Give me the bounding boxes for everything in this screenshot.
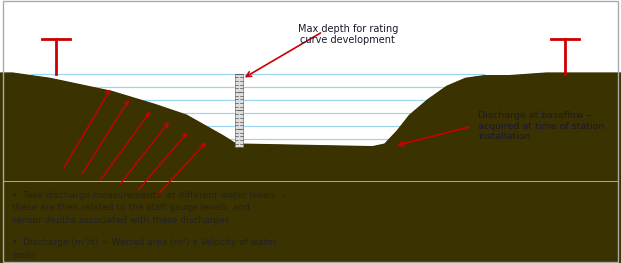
Text: Discharge at baseflow –
acquired at time of station
installation: Discharge at baseflow – acquired at time… (478, 111, 605, 141)
Bar (235, 74, 243, 147)
Polygon shape (0, 74, 621, 263)
Text: •  Discharge (m³/s) = Wetted area (m²) x Velocity of water
(m/s): • Discharge (m³/s) = Wetted area (m²) x … (12, 238, 277, 260)
Text: Max depth for rating
curve development: Max depth for rating curve development (297, 24, 398, 45)
Text: •  Take discharge measurements  at different water levels  –
these are then rela: • Take discharge measurements at differe… (12, 191, 286, 225)
